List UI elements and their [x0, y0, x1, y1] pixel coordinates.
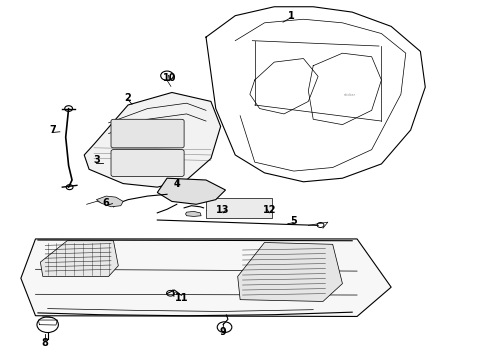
FancyBboxPatch shape: [111, 150, 184, 176]
Text: 10: 10: [163, 73, 176, 83]
Polygon shape: [97, 196, 123, 207]
Text: 1: 1: [288, 11, 294, 21]
Text: 8: 8: [42, 338, 49, 347]
Polygon shape: [84, 93, 220, 187]
Text: 11: 11: [175, 293, 189, 303]
Text: 9: 9: [220, 327, 226, 337]
Text: 4: 4: [173, 179, 180, 189]
Text: 13: 13: [216, 205, 230, 215]
Text: sticker: sticker: [344, 93, 356, 97]
Polygon shape: [186, 211, 201, 216]
Text: 7: 7: [49, 125, 56, 135]
Text: 3: 3: [93, 156, 100, 165]
FancyBboxPatch shape: [111, 119, 184, 148]
Polygon shape: [40, 241, 118, 276]
Polygon shape: [21, 239, 391, 316]
Text: 6: 6: [103, 198, 110, 208]
Polygon shape: [157, 178, 225, 204]
Text: 5: 5: [291, 216, 297, 226]
Text: 2: 2: [124, 93, 131, 103]
Polygon shape: [238, 243, 343, 301]
Bar: [206, 198, 272, 217]
Text: 12: 12: [263, 205, 276, 215]
